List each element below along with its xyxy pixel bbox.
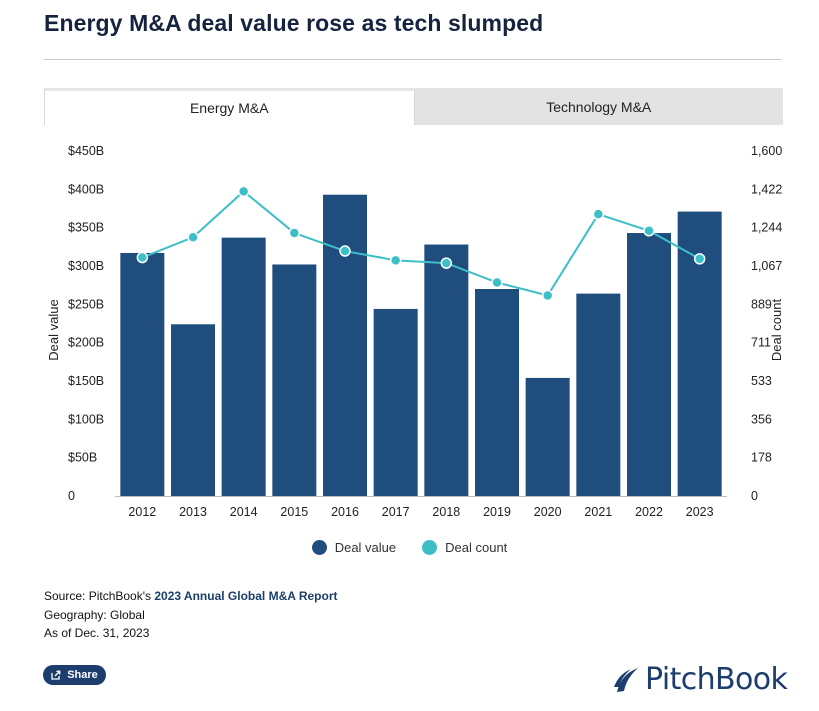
legend-swatch-deal-count: [422, 540, 438, 555]
y-left-tick-label: $200B: [68, 336, 104, 350]
y-right-tick-label: 178: [751, 451, 772, 465]
point-deal-count[interactable]: [541, 289, 554, 302]
point-deal-count[interactable]: [643, 225, 655, 237]
x-tick-label: 2023: [686, 505, 714, 519]
point-deal-count[interactable]: [339, 245, 351, 257]
x-tick-label: 2018: [432, 505, 460, 519]
bar-deal-value[interactable]: [525, 377, 570, 496]
source-prefix: Source: PitchBook's: [44, 589, 155, 603]
x-tick-label: 2020: [534, 505, 562, 519]
x-tick-label: 2021: [584, 505, 612, 519]
bar-deal-value[interactable]: [475, 289, 519, 496]
tab-energy[interactable]: Energy M&A: [44, 88, 415, 125]
bar-deal-value[interactable]: [373, 308, 418, 496]
x-tick-label: 2013: [179, 505, 207, 519]
y-right-tick-label: 0: [751, 489, 758, 503]
y-left-axis-title: Deal value: [46, 299, 61, 360]
title-divider: [44, 59, 782, 60]
y-right-tick-label: 1,600: [751, 144, 782, 158]
y-right-axis-title: Deal count: [769, 299, 784, 362]
legend: Deal value Deal count: [0, 540, 819, 555]
tab-bar: Energy M&A Technology M&A: [44, 88, 783, 125]
legend-item-deal-value[interactable]: Deal value: [311, 540, 397, 555]
legend-label-deal-count: Deal count: [445, 540, 508, 555]
y-left-tick-label: $400B: [68, 182, 104, 196]
legend-item-deal-count[interactable]: Deal count: [422, 540, 507, 555]
report-link[interactable]: 2023 Annual Global M&A Report: [154, 589, 338, 603]
bar-deal-value[interactable]: [272, 264, 317, 496]
bar-deal-value[interactable]: [221, 237, 266, 496]
as-of-line: As of Dec. 31, 2023: [44, 626, 150, 640]
x-tick-label: 2022: [635, 505, 663, 519]
bar-deal-value[interactable]: [424, 244, 469, 496]
y-right-tick-label: 356: [751, 412, 772, 426]
pitchbook-logo-text: PitchBook: [645, 662, 788, 697]
y-right-tick-label: 711: [751, 336, 771, 350]
bar-deal-value[interactable]: [323, 194, 367, 496]
y-right-tick-label: 889: [751, 297, 772, 311]
point-deal-count[interactable]: [491, 276, 503, 289]
point-deal-count[interactable]: [693, 253, 706, 265]
pitchbook-logo[interactable]: PitchBook: [611, 662, 788, 697]
source-note: Source: PitchBook's 2023 Annual Global M…: [44, 587, 337, 643]
point-deal-count[interactable]: [136, 251, 149, 264]
x-tick-label: 2019: [483, 505, 511, 519]
y-right-tick-label: 533: [751, 374, 772, 388]
y-left-tick-label: $100B: [68, 412, 104, 426]
y-right-tick-label: 1,067: [751, 259, 782, 273]
point-deal-count[interactable]: [389, 254, 402, 267]
x-tick-label: 2015: [280, 505, 308, 519]
x-tick-label: 2017: [382, 505, 410, 519]
y-left-tick-label: $300B: [68, 259, 104, 273]
x-tick-label: 2012: [128, 505, 156, 519]
chart-title: Energy M&A deal value rose as tech slump…: [44, 10, 544, 36]
source-line: Source: PitchBook's 2023 Annual Global M…: [44, 587, 337, 606]
point-deal-count[interactable]: [288, 227, 301, 239]
y-left-tick-label: $150B: [68, 374, 104, 388]
point-deal-count[interactable]: [237, 185, 250, 198]
share-button[interactable]: Share: [43, 665, 106, 685]
y-left-tick-label: $250B: [68, 297, 104, 311]
y-right-tick-label: 1,422: [751, 182, 782, 196]
combo-chart: 0 $50B $100B $150B $200B $250B $300B $350B $400B…: [46, 144, 784, 519]
share-label: Share: [67, 669, 98, 681]
legend-swatch-deal-value: [311, 540, 327, 555]
point-deal-count[interactable]: [440, 257, 453, 269]
legend-label-deal-value: Deal value: [334, 540, 397, 555]
y-left-tick-label: $50B: [68, 451, 97, 465]
share-icon: [51, 670, 61, 680]
bar-deal-value[interactable]: [576, 293, 621, 496]
y-left-tick-label: $350B: [68, 221, 104, 235]
x-tick-label: 2014: [230, 505, 258, 519]
y-left-tick-label: 0: [68, 489, 75, 503]
geography-line: Geography: Global: [44, 607, 145, 622]
point-deal-count[interactable]: [187, 231, 199, 243]
bar-deal-value[interactable]: [120, 252, 165, 496]
x-tick-label: 2016: [331, 505, 359, 519]
y-left-tick-label: $450B: [68, 144, 104, 158]
bar-deal-value[interactable]: [627, 233, 671, 496]
y-right-tick-label: 1,244: [751, 221, 782, 235]
line-deal-count: [141, 190, 701, 297]
pitchbook-logo-mark-icon: [614, 667, 638, 692]
point-deal-count[interactable]: [592, 208, 605, 220]
tab-technology[interactable]: Technology M&A: [414, 88, 783, 125]
bar-deal-value[interactable]: [171, 324, 215, 496]
